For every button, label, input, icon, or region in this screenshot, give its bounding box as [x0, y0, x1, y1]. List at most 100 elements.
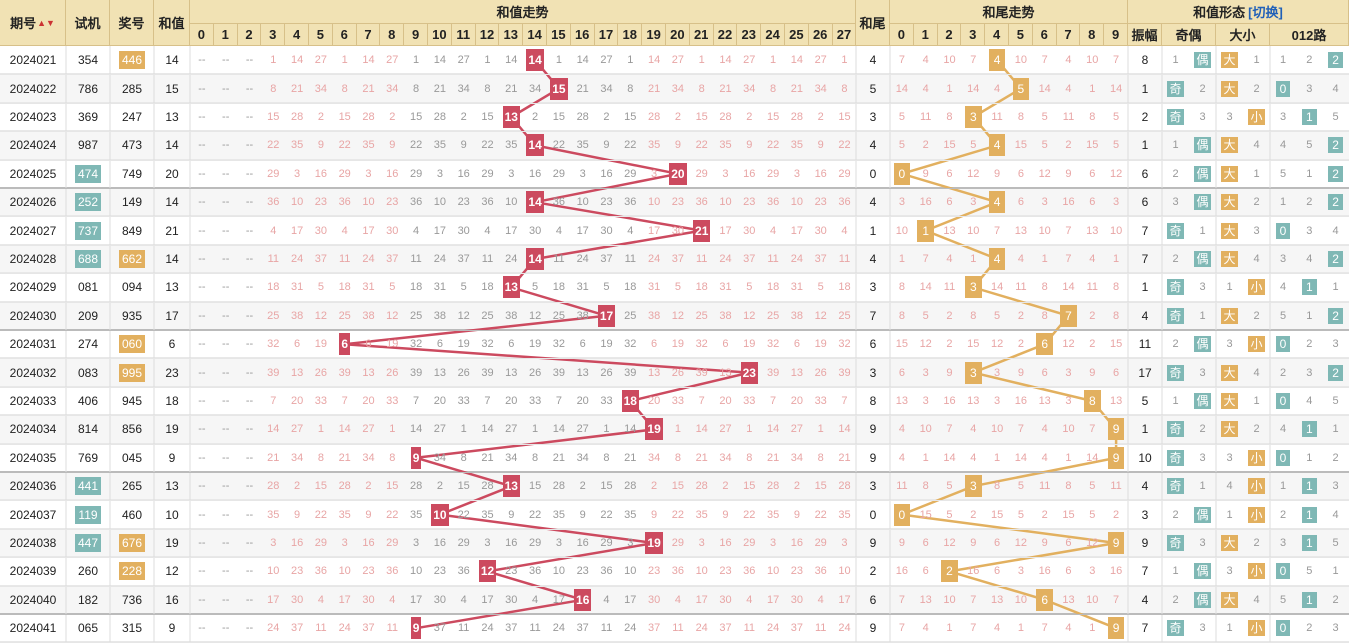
tail-hit-marker: 0 [893, 503, 911, 526]
tail-trend-hit: 3 [961, 472, 985, 500]
sum-trend-miss: -- [245, 622, 254, 635]
tail-trend-hit: 9 [1104, 614, 1128, 642]
sum-trend-miss: 22 [386, 508, 399, 521]
sum-trend-miss: 21 [552, 451, 566, 464]
sum-trend-miss: 15 [314, 480, 328, 493]
sum-trend-miss: -- [222, 139, 230, 152]
amplitude-cell: 6 [1141, 195, 1149, 210]
tail-trend-miss: 15 [895, 338, 909, 351]
sum-col-header: 1 [213, 24, 238, 46]
test-number-cell: 119 [66, 500, 110, 528]
prize-header: 奖号 [110, 0, 154, 46]
sum-col-header: 27 [832, 24, 857, 46]
tail-trend-miss: 8 [1089, 110, 1096, 123]
sum-trend-miss: 23 [743, 196, 756, 209]
route-miss: 2 [1306, 622, 1313, 635]
amplitude-cell: 8 [1141, 53, 1149, 68]
sum-trend-miss: 24 [481, 622, 494, 635]
sum-trend-miss: 10 [362, 196, 375, 209]
sort-icon[interactable]: ▲▼ [37, 17, 55, 28]
table-row: 2024036 441 265 13 -- -- -- 28 2 15 28 2 15 28 2 15 28 13… [0, 472, 1349, 502]
prize-number-cell: 228 [110, 557, 154, 585]
sum-trend-miss: 28 [481, 480, 494, 493]
tail-trend-miss: 13 [1014, 224, 1028, 237]
sum-hit-marker: 14 [526, 191, 544, 214]
toggle-link[interactable]: [切换] [1248, 5, 1283, 20]
sum-trend-miss: -- [198, 54, 206, 67]
sum-trend-miss: 7 [413, 394, 420, 407]
sum-trend-miss: 22 [552, 139, 566, 152]
sum-trend-miss: 8 [627, 82, 634, 95]
route-badge: 1 [1301, 506, 1317, 523]
tail-trend-miss: 1 [994, 451, 1001, 464]
sum-trend-miss: 29 [766, 167, 780, 180]
sum-trend-miss: 27 [433, 423, 447, 436]
table-row: 2024035 769 045 9 -- -- -- 21 34 8 21 34 8 9 34 8 21 34 8 2… [0, 444, 1349, 473]
sum-col-header: 17 [594, 24, 619, 46]
test-number-cell: 369 [66, 103, 110, 131]
tail-trend-hit: 2 [938, 557, 962, 585]
sum-trend-miss: 35 [647, 139, 661, 152]
sum-trend-miss: 19 [314, 338, 328, 351]
sum-trend-miss: 23 [671, 196, 685, 209]
sum-trend-miss: 27 [457, 54, 470, 67]
tail-trend-hit: 8 [1080, 387, 1104, 415]
sum-trend-hit: 13 [499, 472, 523, 500]
sum-trend-miss: -- [198, 224, 206, 237]
test-number-cell: 065 [66, 614, 110, 642]
sum-trend-miss: 30 [457, 224, 470, 237]
tail-value-cell: 3 [869, 479, 877, 494]
tail-value-cell: 9 [869, 422, 877, 437]
sum-trend-miss: 5 [317, 281, 324, 294]
sum-value-cell: 10 [165, 507, 179, 522]
sum-trend-miss: 36 [409, 196, 423, 209]
sum-trend-miss: 33 [314, 394, 328, 407]
sum-trend-miss: 36 [481, 196, 494, 209]
prize-number-cell: 945 [110, 387, 154, 415]
sum-trend-miss: 21 [433, 82, 447, 95]
sum-trend-miss: 16 [576, 536, 589, 549]
sum-trend-miss: 15 [814, 480, 827, 493]
sum-trend-miss: 23 [457, 196, 470, 209]
prize-number-cell: 995 [110, 358, 154, 386]
route-miss: 3 [1279, 536, 1287, 549]
big-badge: 大 [1221, 194, 1238, 211]
sum-trend-miss: 31 [290, 281, 304, 294]
table-row: 2024029 081 094 13 -- -- -- 18 31 5 18 31 5 18 31 5 18 13… [0, 273, 1349, 303]
sum-trend-miss: 14 [433, 54, 447, 67]
tail-trend-miss: 10 [1062, 423, 1075, 436]
tail-trend-miss: 14 [1109, 82, 1123, 95]
sum-trend-miss: 18 [338, 281, 351, 294]
route-2-cell: 2 [1323, 131, 1349, 159]
sum-trend-miss: 32 [838, 338, 851, 351]
sum-trend-miss: 37 [600, 252, 613, 265]
sum-col-header: 25 [785, 24, 809, 46]
prize-number-cell: 676 [110, 529, 154, 557]
test-number-cell: 354 [66, 46, 110, 74]
tail-trend-miss: 12 [1062, 338, 1075, 351]
sum-trend-miss: 3 [365, 167, 372, 180]
prize-number-cell: 736 [110, 586, 154, 614]
sum-trend-miss: 21 [576, 82, 589, 95]
sum-trend-miss: 36 [766, 196, 780, 209]
route-1-cell: 1 [1296, 273, 1322, 301]
period-header[interactable]: 期号 ▲▼ [0, 0, 66, 46]
sum-trend-miss: 36 [457, 565, 470, 578]
sum-trend-miss: 14 [290, 54, 304, 67]
small-cell: 小 [1243, 557, 1270, 585]
prize-number: 060 [118, 335, 146, 354]
sum-trend-miss: 16 [386, 167, 399, 180]
route-miss: 4 [1332, 508, 1339, 521]
sum-trend-miss: 9 [317, 139, 324, 152]
period-cell: 2024032 [9, 365, 57, 380]
sum-trend-miss: -- [222, 622, 230, 635]
tail-trend-miss: 1 [970, 252, 977, 265]
sum-trend-miss: 38 [362, 309, 375, 322]
sum-trend-miss: 9 [294, 508, 301, 521]
sum-trend-miss: 3 [436, 167, 443, 180]
sum-trend-miss: 6 [579, 338, 586, 351]
sum-trend-miss: 16 [433, 536, 447, 549]
sum-trend-miss: 30 [505, 593, 518, 606]
table-row: 2024033 406 945 18 -- -- -- 7 20 33 7 20 33 7 20 33 7 20 3… [0, 387, 1349, 417]
